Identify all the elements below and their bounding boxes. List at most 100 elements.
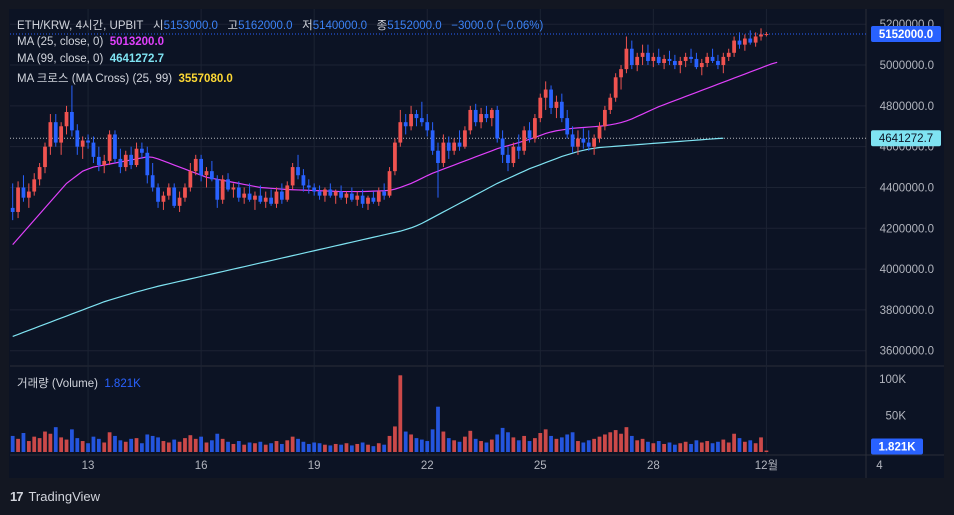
candle-series: [10, 28, 769, 221]
volume-bar: [48, 433, 53, 452]
volume-bar: [549, 435, 553, 452]
ohlc-legend: ETH/KRW, 4시간, UPBIT 시5153000.0 고5162000.…: [17, 17, 543, 33]
candle-body: [500, 138, 505, 155]
last-price-tag-bg: [871, 26, 941, 43]
candle-body: [608, 97, 613, 110]
symbol-label[interactable]: ETH/KRW, 4시간, UPBIT: [17, 20, 144, 32]
volume-bar: [387, 435, 392, 452]
volume-tick-label: 100K: [879, 374, 906, 386]
candle-body: [220, 179, 225, 200]
candle-body: [231, 187, 236, 190]
volume-bar: [263, 444, 268, 452]
candle-body: [317, 191, 322, 196]
volume-bar: [759, 437, 763, 452]
candle-body: [204, 171, 209, 176]
volume-bar: [371, 446, 376, 452]
volume-bar: [570, 432, 575, 452]
candle-body: [161, 195, 166, 202]
volume-bar: [726, 442, 731, 452]
candle-body: [489, 109, 494, 119]
candle-body: [118, 158, 123, 168]
ma99-legend[interactable]: MA (99, close, 0) 4641272.7: [17, 53, 164, 65]
candle-body: [543, 89, 548, 98]
volume-bar: [328, 445, 333, 452]
candle-body: [366, 197, 370, 204]
candle-body: [242, 193, 247, 198]
tradingview-logo-icon: 17: [10, 489, 24, 504]
candle-body: [269, 197, 273, 204]
volume-bar: [409, 434, 413, 452]
ma-cross-legend[interactable]: MA 크로스 (MA Cross) (25, 99) 3557080.0: [17, 70, 233, 86]
candle-body: [140, 148, 144, 153]
candle-body: [166, 187, 171, 196]
volume-bar: [635, 440, 640, 452]
candle-body: [511, 146, 516, 163]
volume-legend[interactable]: 거래량 (Volume) 1.821K: [17, 375, 141, 391]
volume-bar: [662, 443, 666, 452]
volume-bar: [21, 433, 26, 452]
volume-bar: [247, 442, 252, 452]
volume-bar: [231, 443, 236, 452]
candle-body: [75, 130, 80, 147]
candle-body: [247, 193, 252, 200]
volume-bar: [742, 441, 747, 452]
volume-bar: [457, 441, 462, 452]
volume-tick-label: 50K: [886, 410, 907, 422]
volume-bar: [296, 438, 300, 452]
tradingview-footer[interactable]: 17 TradingView: [10, 489, 100, 504]
candle-body: [107, 134, 112, 161]
candle-body: [683, 56, 688, 61]
candle-body: [748, 38, 753, 43]
axes: 5200000.05000000.04800000.04600000.04400…: [82, 19, 941, 472]
candle-body: [629, 48, 634, 66]
volume-bar: [527, 441, 532, 452]
volume-bar: [613, 430, 618, 452]
candle-body: [285, 185, 290, 200]
candle-body: [672, 60, 677, 66]
candle-body: [199, 158, 204, 176]
volume-bar: [489, 439, 494, 452]
volume-bar: [640, 438, 645, 452]
time-tick-label: 16: [195, 460, 208, 472]
volume-bar: [32, 436, 37, 452]
volume-bar: [317, 443, 322, 452]
time-tick-label: 28: [647, 460, 660, 472]
volume-bar: [554, 438, 559, 452]
candle-body: [446, 142, 451, 151]
ma25-label: MA (25, close, 0): [17, 36, 104, 48]
candle-body: [506, 154, 510, 163]
volume-bar: [538, 433, 543, 452]
candle-body: [16, 187, 20, 212]
volume-bar: [522, 435, 527, 452]
volume-bar: [301, 441, 306, 452]
change-value: −3000.0 (−0.06%): [451, 20, 544, 32]
candle-body: [86, 140, 90, 143]
candle-body: [581, 138, 586, 143]
volume-bar: [258, 441, 263, 452]
volume-bar: [753, 443, 758, 452]
candle-body: [274, 191, 279, 204]
volume-bars: [10, 375, 769, 452]
candle-body: [694, 58, 699, 68]
candle-body: [145, 152, 150, 176]
candle-body: [554, 101, 559, 108]
volume-bar: [463, 436, 467, 452]
volume-bar: [414, 438, 419, 452]
volume-bar: [495, 434, 500, 452]
candle-body: [339, 191, 343, 198]
candle-body: [183, 187, 187, 198]
candle-body: [705, 56, 710, 64]
volume-bar: [177, 441, 182, 452]
volume-bar: [479, 441, 483, 452]
chart-panel[interactable]: [9, 9, 944, 478]
ma25-legend[interactable]: MA (25, close, 0) 5013200.0: [17, 36, 164, 48]
ma-cross-value: 3557080.0: [178, 73, 233, 85]
candle-body: [172, 187, 177, 206]
volume-bar: [732, 433, 736, 452]
candle-body: [393, 142, 397, 172]
volume-bar: [107, 432, 112, 452]
volume-bar: [419, 439, 424, 452]
volume-bar: [242, 444, 247, 452]
